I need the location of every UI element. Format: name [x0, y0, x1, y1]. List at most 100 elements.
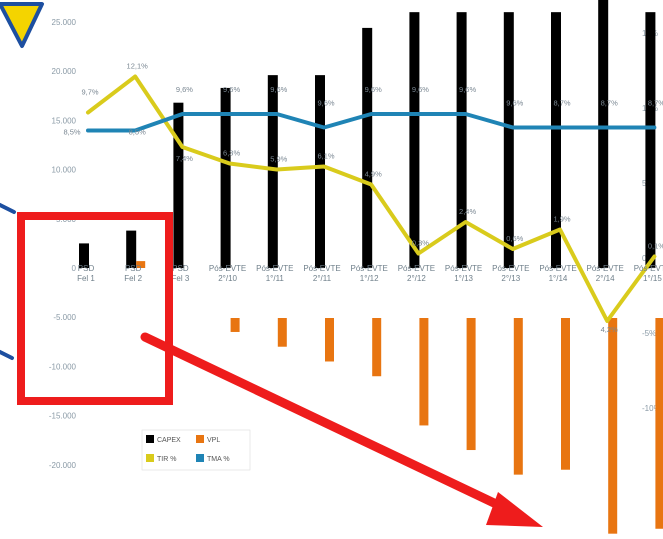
tma-data-label: 8,7% [648, 99, 663, 108]
category-label: Pós-EVTE [256, 264, 293, 273]
tir-data-label: 7,4% [176, 154, 193, 163]
tir-data-label: 1,9% [553, 215, 570, 224]
left-tick-label: -20.000 [49, 461, 77, 470]
category-label: Pós-EVTE [398, 264, 435, 273]
capex-bar [645, 12, 656, 268]
tma-data-label: 8,7% [601, 99, 618, 108]
category-label: 1°/12 [360, 274, 379, 283]
capex-bar [598, 0, 609, 268]
category-label: 2°/13 [501, 274, 520, 283]
category-label: 1°/13 [454, 274, 473, 283]
left-tick-label: 20.000 [52, 67, 77, 76]
tir-data-label: 0,1% [648, 242, 663, 251]
tma-line [86, 112, 657, 133]
bar-series [79, 0, 663, 534]
category-label: Fel 2 [124, 274, 142, 283]
left-tick-label: 10.000 [52, 166, 77, 175]
vpl-bar [230, 318, 240, 332]
tir-data-label: 9,7% [81, 88, 98, 97]
category-label: 2°/12 [407, 274, 426, 283]
tma-data-label: 9,6% [365, 85, 382, 94]
category-label: Fel 1 [77, 274, 95, 283]
category-label: Pós-EVTE [445, 264, 482, 273]
tir-data-label: 4,9% [365, 170, 382, 179]
tir-data-label: 6,1% [317, 152, 334, 161]
tma-data-label: 9,6% [176, 85, 193, 94]
tma-data-label: 9,6% [506, 99, 523, 108]
left-tick-label: -10.000 [49, 362, 77, 371]
red-arrow [140, 332, 543, 527]
legend-label-tma: TMA % [207, 456, 230, 463]
legend-label-vpl: VPL [207, 437, 220, 444]
category-label: Pós-EVTE [634, 264, 663, 273]
vpl-bar [419, 318, 429, 426]
category-label: 1°/15 [643, 274, 662, 283]
tma-data-label: 8,7% [553, 99, 570, 108]
line-series [86, 74, 657, 323]
left-tick-label: -15.000 [49, 412, 77, 421]
capex-bar [551, 12, 561, 268]
vpl-bar [277, 318, 287, 347]
capex-bar [503, 12, 514, 268]
tma-data-label: 9,6% [223, 85, 240, 94]
vpl-bar [466, 318, 476, 451]
vpl-bar [655, 318, 663, 529]
tir-data-label: 6,3% [223, 149, 240, 158]
tir-line [86, 74, 657, 323]
vpl-bar [372, 318, 382, 377]
left-tick-label: 25.000 [52, 18, 77, 27]
left-tick-label: 15.000 [52, 116, 77, 125]
legend-swatch-tma [196, 454, 204, 462]
vpl-bar [608, 318, 618, 534]
capex-bar [173, 102, 184, 268]
tir-data-label: 12,1% [127, 62, 149, 71]
category-label: PSD [125, 264, 142, 273]
capex-bar [409, 12, 420, 268]
category-label: 1°/14 [549, 274, 568, 283]
capex-bar [79, 243, 89, 268]
left-tick-label: -5.000 [53, 313, 76, 322]
category-label: Pós-EVTE [587, 264, 624, 273]
capex-bar [220, 87, 231, 268]
tir-data-label: 2,4% [459, 207, 476, 216]
tir-data-label: 5,9% [270, 155, 287, 164]
category-label: PSD [172, 264, 189, 273]
category-label: Pós-EVTE [351, 264, 388, 273]
vpl-bar [325, 318, 334, 362]
legend-label-tir: TIR % [157, 456, 176, 463]
legend: CAPEX VPL TIR % TMA % [141, 429, 251, 471]
tma-data-label: 9,6% [459, 85, 476, 94]
legend-swatch-vpl [196, 435, 204, 443]
category-label: PSD [78, 264, 95, 273]
corner-badge-icon [0, 2, 44, 48]
data-labels: 9,7% 12,1% 7,4% 6,3% 5,9% 6,1% 4,9% 0,3% 2,4% 0,6… [63, 62, 663, 335]
category-label: Pós-EVTE [303, 264, 340, 273]
category-label: Fel 3 [172, 274, 190, 283]
legend-label-capex: CAPEX [157, 437, 181, 444]
capex-bar [126, 230, 137, 268]
tir-data-label: 0,3% [412, 239, 429, 248]
vpl-bar [513, 318, 523, 475]
tir-data-label: 0,6% [506, 234, 523, 243]
tir-data-label: 4,2% [601, 325, 618, 334]
category-label: 2°/11 [313, 274, 332, 283]
tma-data-label: 9,6% [270, 85, 287, 94]
category-label: 1°/11 [266, 274, 285, 283]
category-label: 2°/10 [218, 274, 237, 283]
capex-bar [267, 75, 278, 268]
capex-bar [456, 12, 467, 268]
legend-swatch-capex [146, 435, 154, 443]
vpl-bar [136, 261, 146, 268]
tma-data-label: 9,6% [412, 85, 429, 94]
category-label: 2°/14 [596, 274, 615, 283]
tma-data-label: 9,6% [317, 99, 334, 108]
left-tick-label: 0 [72, 264, 77, 273]
tma-data-label: 8,5% [63, 128, 80, 137]
capex-bar [362, 27, 373, 269]
category-label: Pós-EVTE [492, 264, 529, 273]
highlight-box [17, 212, 173, 405]
tma-data-label: 8,5% [129, 128, 146, 137]
left-arrow-icon [0, 203, 16, 360]
